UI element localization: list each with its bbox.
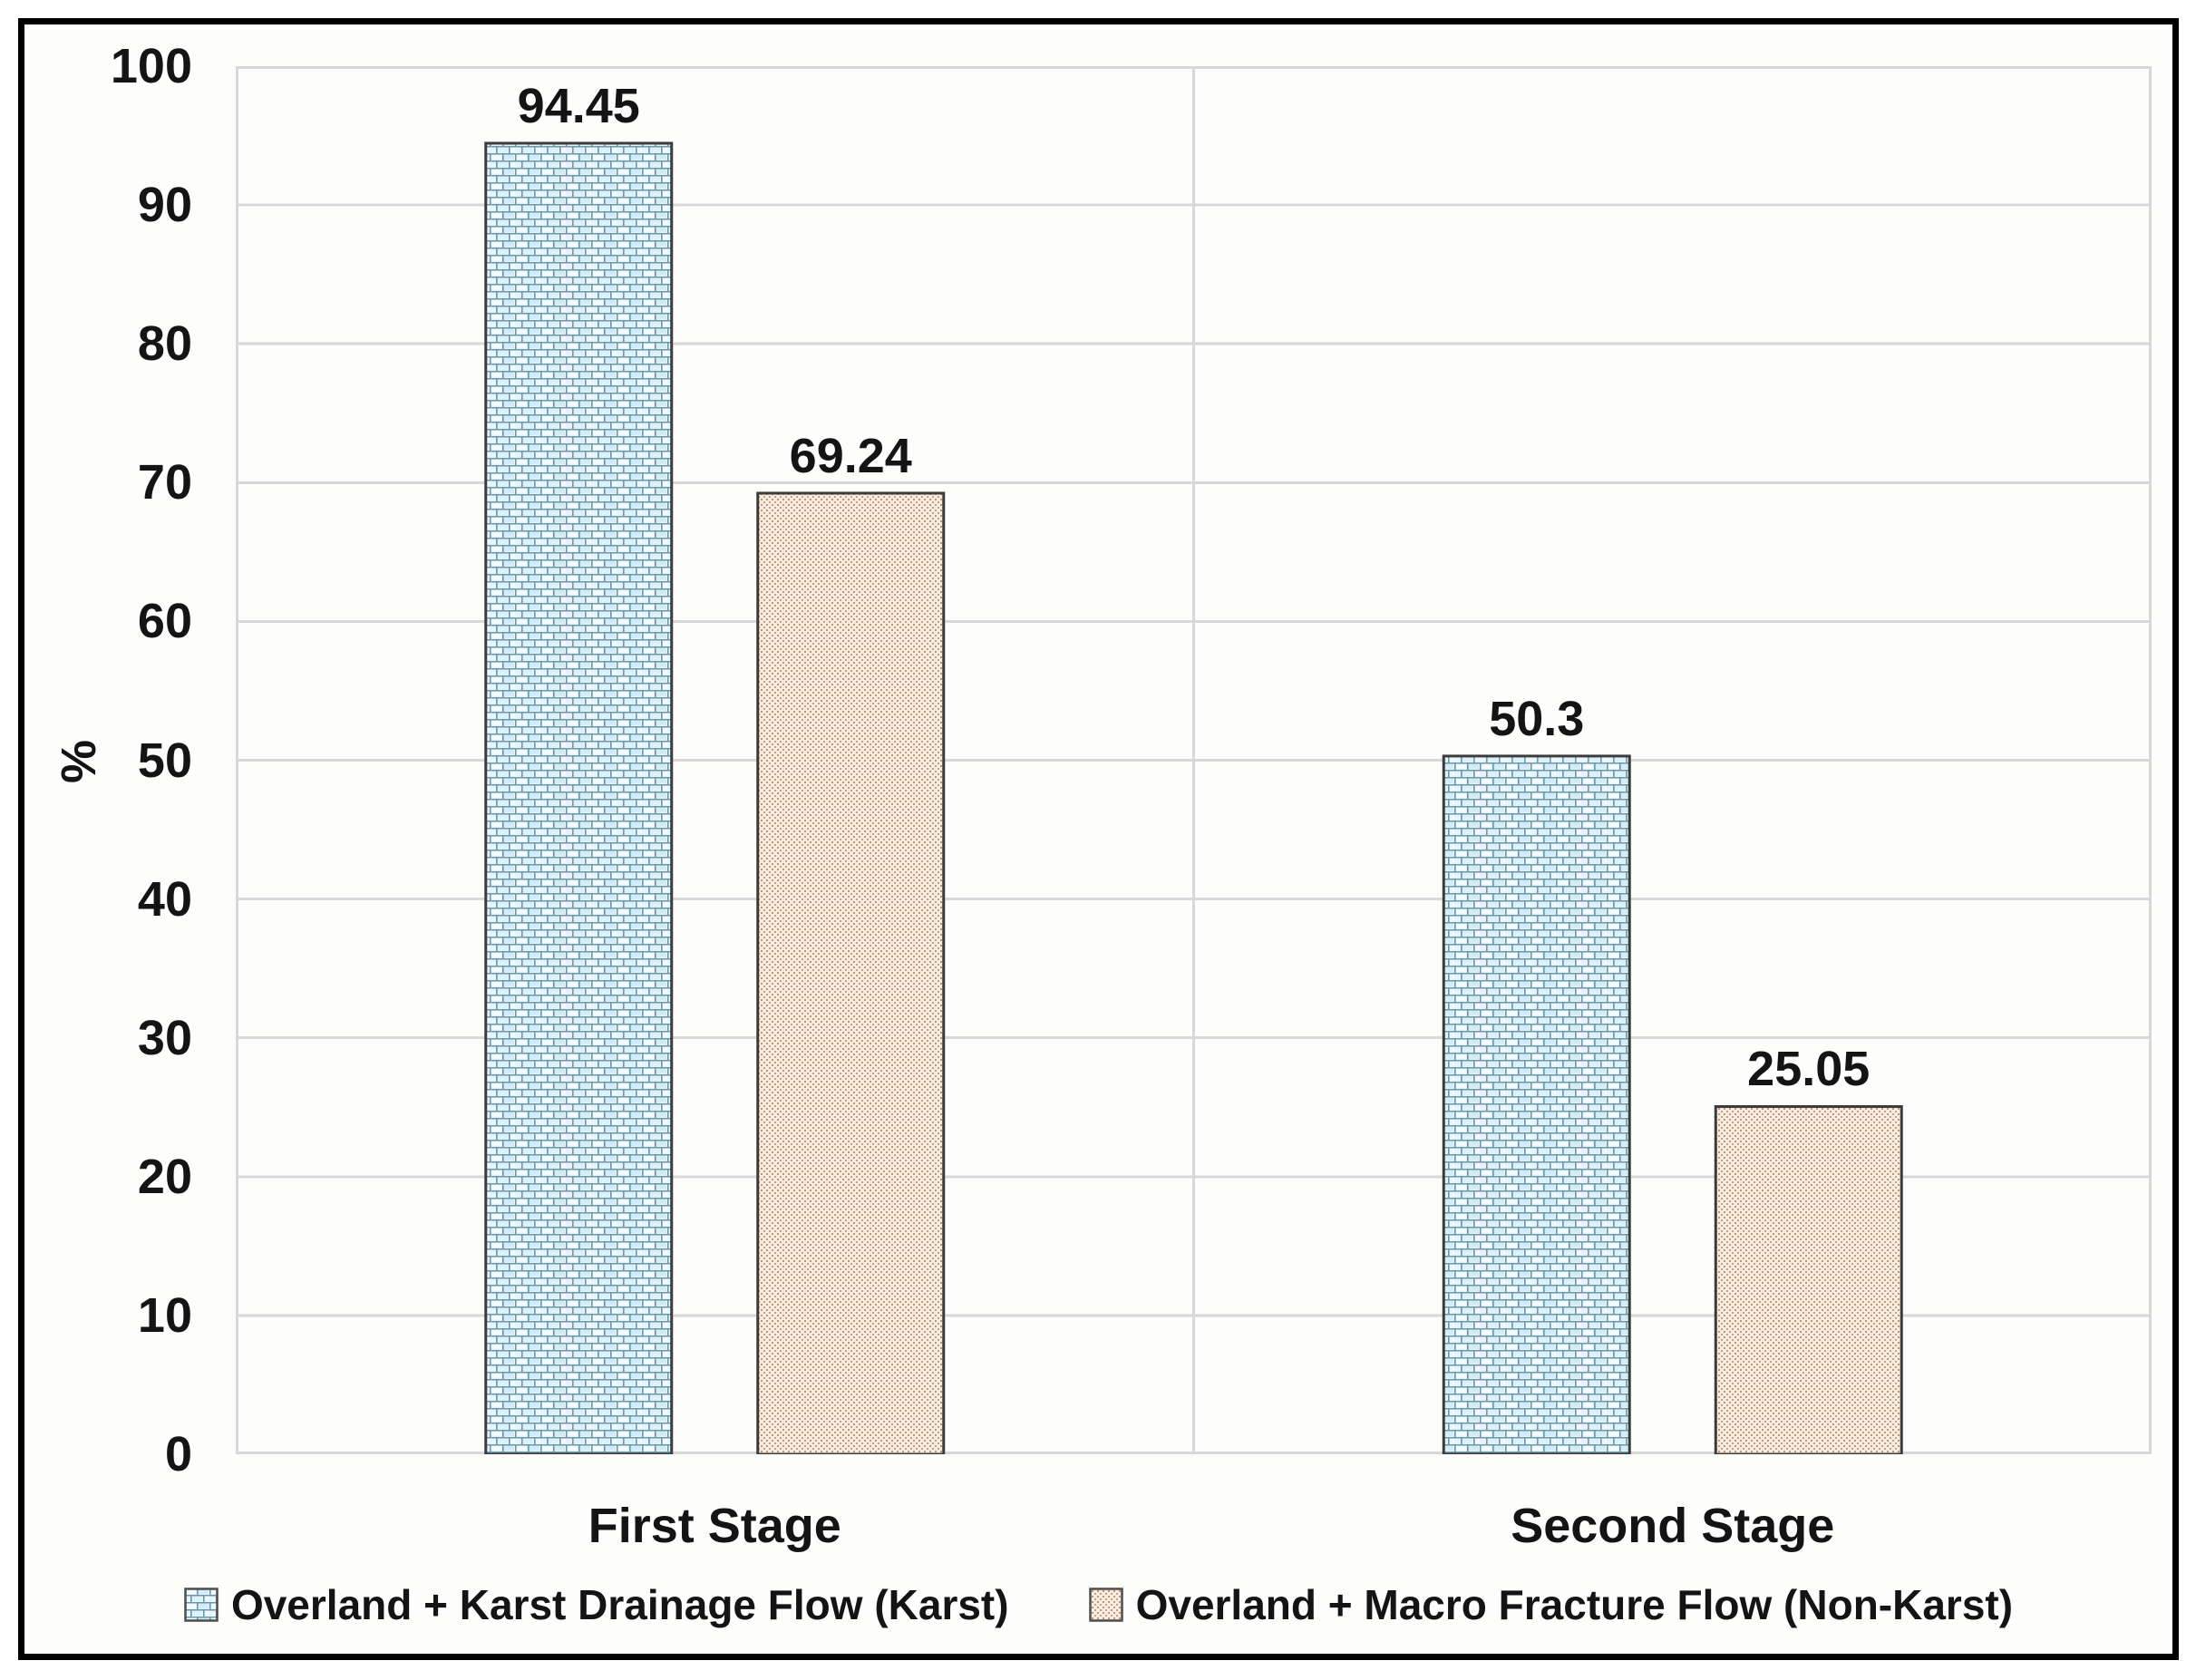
y-tick-label-70: 70: [137, 455, 192, 510]
legend-item-nonkarst: Overland + Macro Fracture Flow (Non-Kars…: [1088, 1580, 2014, 1629]
gridlines: [236, 66, 2152, 1454]
y-tick-label-100: 100: [110, 39, 192, 93]
y-tick-label-80: 80: [137, 316, 192, 372]
plot-area: 94.45 69.24 50.3 25.05: [236, 66, 2152, 1454]
y-tick-label-50: 50: [137, 733, 192, 788]
bar-value-label: 94.45: [517, 78, 640, 133]
y-tick-label-30: 30: [137, 1010, 192, 1065]
bar-tan-dots-second-stage: [1714, 1104, 1903, 1454]
bars-canvas: [236, 66, 2152, 1454]
chart-outer-border: % 0 10 20 30 40 50 60 70 80 90 100: [18, 18, 2179, 1660]
x-axis-category-labels: First Stage Second Stage: [236, 1490, 2152, 1562]
bar-value-label: 25.05: [1747, 1042, 1870, 1097]
y-tick-label-90: 90: [137, 178, 192, 233]
legend-label-karst: Overland + Karst Drainage Flow (Karst): [230, 1581, 1009, 1628]
bar-blue-brick-second-stage: [1442, 754, 1631, 1454]
legend-item-karst: Overland + Karst Drainage Flow (Karst): [184, 1580, 1009, 1629]
y-tick-label-60: 60: [137, 594, 192, 649]
y-tick-label-10: 10: [137, 1287, 192, 1343]
bar-value-label: 50.3: [1489, 691, 1585, 746]
y-tick-label-20: 20: [137, 1149, 192, 1204]
legend-swatch-blue-brick-icon: [184, 1588, 219, 1622]
bar-value-label: 69.24: [789, 428, 912, 483]
category-label-first-stage: First Stage: [588, 1499, 841, 1553]
category-label-second-stage: Second Stage: [1511, 1499, 1835, 1553]
bar-blue-brick-first-stage: [484, 141, 674, 1454]
y-tick-label-40: 40: [137, 871, 192, 927]
legend: Overland + Karst Drainage Flow (Karst) O…: [24, 1573, 2172, 1636]
legend-label-nonkarst: Overland + Macro Fracture Flow (Non-Kars…: [1135, 1581, 2014, 1628]
bar-tan-dots-first-stage: [756, 491, 946, 1454]
y-tick-label-0: 0: [164, 1427, 192, 1481]
legend-swatch-tan-dots-icon: [1088, 1588, 1123, 1622]
